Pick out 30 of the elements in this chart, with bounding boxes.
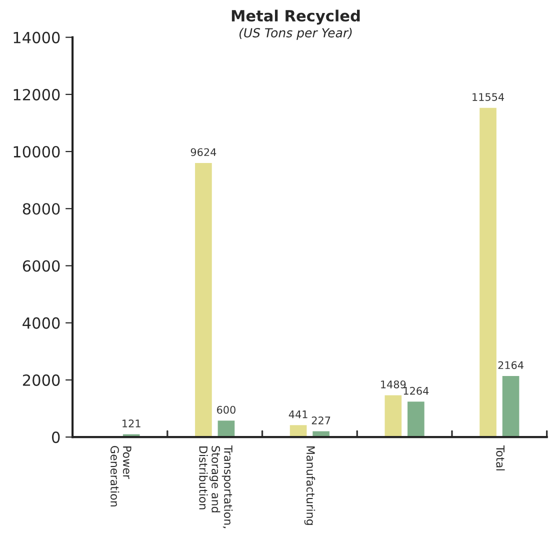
x-tick-label: Transportation, Storage and Distribution xyxy=(199,445,233,528)
y-tick-label: 12000 xyxy=(14,88,60,100)
data-label: 1264 xyxy=(404,386,429,395)
data-label: 600 xyxy=(217,406,236,414)
x-tick-label: Total xyxy=(496,445,505,470)
x-tick-label: Power Generation xyxy=(110,446,132,506)
y-tick-label: 6000 xyxy=(22,260,60,272)
x-tick-label: Manufacturing xyxy=(304,446,316,525)
data-label: 1489 xyxy=(381,380,406,388)
data-label: 11554 xyxy=(472,93,504,101)
data-label: 9624 xyxy=(190,148,216,156)
data-label: 227 xyxy=(312,416,330,424)
y-tick-label: 8000 xyxy=(22,203,60,215)
y-tick-label: 10000 xyxy=(14,146,60,158)
bar xyxy=(406,400,426,438)
bar xyxy=(478,106,498,438)
data-label: 121 xyxy=(122,420,140,428)
bar xyxy=(383,394,403,438)
y-tick-label: 0 xyxy=(52,432,60,444)
bar xyxy=(288,424,308,438)
data-label: 441 xyxy=(288,410,308,418)
bar xyxy=(216,419,236,438)
chart-subtitle: (US Tons per Year) xyxy=(239,28,352,40)
bar xyxy=(500,374,521,438)
bar xyxy=(194,162,214,438)
data-label: 2164 xyxy=(498,361,524,370)
y-tick-label: 14000 xyxy=(14,32,60,44)
y-tick-label: 2000 xyxy=(22,374,60,386)
chart-title: Metal Recycled xyxy=(232,10,360,25)
y-tick-label: 4000 xyxy=(22,317,60,329)
